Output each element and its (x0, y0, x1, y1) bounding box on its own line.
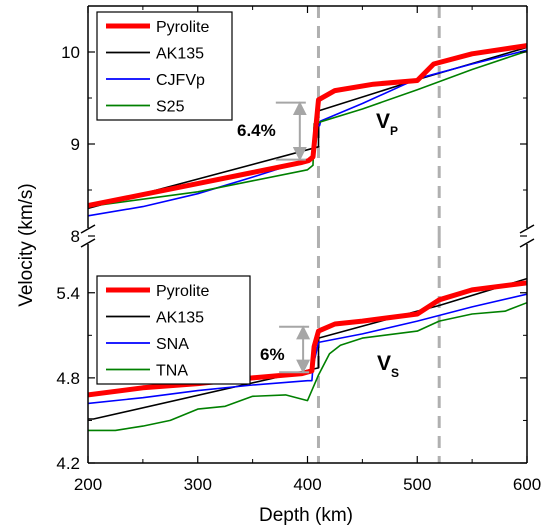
axis-break-mark (519, 224, 535, 234)
vs-y-tick-label: 4.8 (56, 369, 80, 388)
vs-y-tick-label: 5.4 (56, 284, 80, 303)
vp-legend: Pyrolite AK135 CJFVp S25 (96, 11, 233, 121)
vp-y-tick-label: 8 (71, 227, 80, 246)
vp-legend-label-pyrolite: Pyrolite (156, 19, 209, 36)
vp-plot-area (88, 6, 527, 236)
vp-y-tick-label: 9 (71, 135, 80, 154)
y-axis-title: Velocity (km/s) (16, 183, 37, 307)
vp-panel-label-subscript: P (390, 124, 398, 138)
x-tick-label: 200 (74, 475, 102, 494)
vs-panel-label-subscript: S (391, 366, 399, 380)
vs-legend: Pyrolite AK135 SNA TNA (96, 275, 251, 385)
vp-jump-label: 6.4% (237, 121, 276, 140)
vs-jump-label: 6% (260, 345, 285, 364)
vs-panel-label: V (377, 352, 391, 375)
vs-series-line-sna (88, 293, 527, 405)
x-tick-label: 600 (513, 475, 541, 494)
vp-panel-label: V (376, 110, 390, 133)
x-tick-label: 500 (403, 475, 431, 494)
x-tick-label: 400 (293, 475, 321, 494)
vs-legend-label-ak135: AK135 (156, 310, 204, 327)
axis-break-mark (80, 238, 96, 248)
vp-legend-label-cjfvp: CJFVp (156, 72, 205, 89)
vp-y-tick-label: 10 (61, 43, 80, 62)
axis-break-mark (519, 238, 535, 248)
x-tick-label: 300 (184, 475, 212, 494)
vp-series-line-pyrolite (88, 43, 527, 209)
vp-legend-label-ak135: AK135 (156, 46, 204, 63)
vp-legend-label-s25: S25 (156, 99, 185, 116)
vs-legend-label-sna: SNA (156, 336, 189, 353)
vs-legend-box (96, 275, 251, 385)
vs-series-line-tna (88, 301, 527, 432)
vs-y-tick-label: 4.2 (56, 454, 80, 473)
vs-legend-label-pyrolite: Pyrolite (156, 283, 209, 300)
x-axis-title: Depth (km) (259, 505, 353, 526)
axis-break-mark (80, 224, 96, 234)
vs-legend-label-tna: TNA (156, 363, 188, 380)
vp-legend-box (96, 11, 233, 121)
